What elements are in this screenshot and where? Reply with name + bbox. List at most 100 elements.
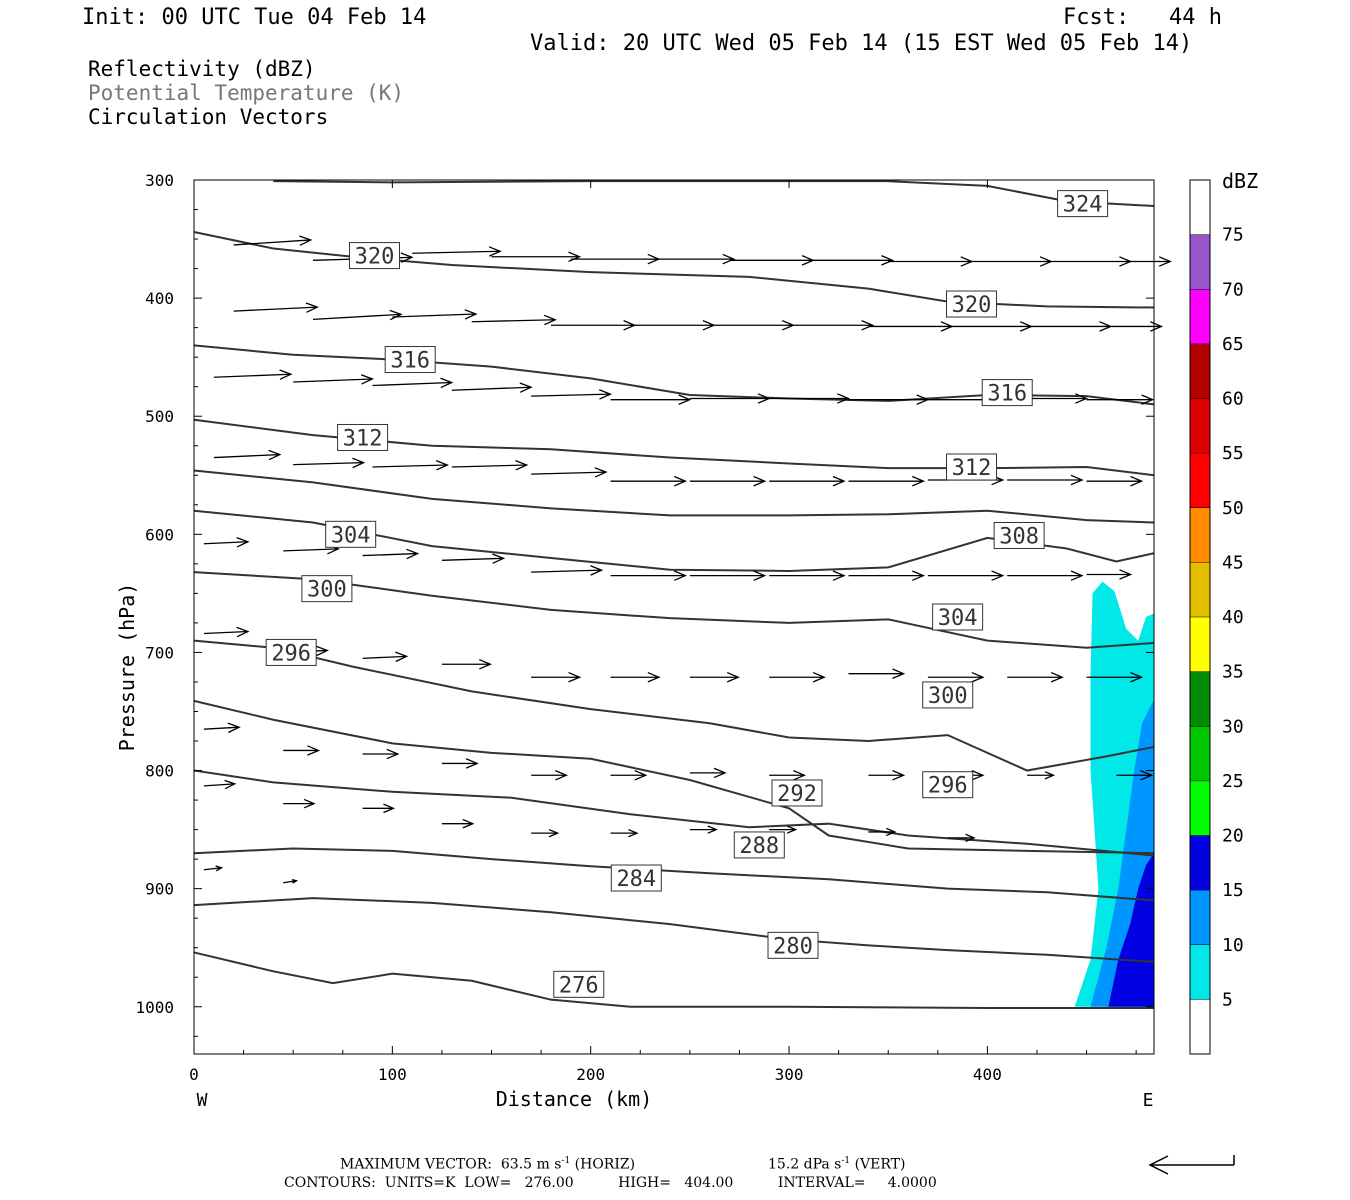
- theta-contour-296: [193, 639, 1155, 772]
- contour-label-box-296: [922, 771, 974, 799]
- colorbar-swatch: [1190, 780, 1210, 836]
- vector-arrow: [451, 382, 533, 393]
- vector-arrow: [689, 393, 771, 404]
- vector-arrow: [868, 769, 906, 781]
- theta-contour-300: [193, 571, 1155, 649]
- colorbar-swatch: [1190, 343, 1210, 399]
- contour-label-284: 284: [616, 867, 656, 892]
- contour-label-308: 308: [999, 525, 1039, 550]
- colorbar-label: 75: [1222, 225, 1244, 246]
- vector-arrow: [531, 467, 608, 478]
- vector-head: [892, 668, 906, 679]
- vector-head: [400, 252, 414, 263]
- vector-head: [1140, 769, 1154, 781]
- theta-contour-312: [193, 469, 1155, 524]
- contour-label-276: 276: [559, 973, 599, 998]
- contour-label-312: 312: [952, 456, 992, 481]
- contour-label-324: 324: [1063, 193, 1103, 218]
- theta-contour-280: [193, 897, 1155, 963]
- vector-arrow: [441, 658, 493, 670]
- vector-arrow: [392, 309, 478, 320]
- vector-head: [386, 748, 400, 760]
- vector-shaft: [233, 306, 318, 312]
- vector-arrow: [1116, 769, 1154, 781]
- contour-label-box-312: [946, 453, 998, 481]
- vector-arrow: [610, 475, 687, 487]
- vector-head: [707, 825, 718, 834]
- vector-head: [435, 460, 449, 471]
- vector-arrow: [372, 460, 449, 471]
- y-tick-label: 300: [145, 171, 174, 190]
- colorbar-swatch: [1190, 453, 1210, 508]
- vector-arrow: [808, 255, 895, 266]
- contour-label-box-292: [771, 779, 823, 807]
- colorbar-swatch: [1190, 999, 1210, 1054]
- vector-head: [793, 769, 807, 781]
- vector-arrow: [213, 449, 282, 461]
- y-axis-title: Pressure (hPa): [115, 583, 139, 752]
- vector-arrow: [848, 475, 926, 487]
- vector-arrow: [610, 828, 639, 838]
- vector-head: [912, 475, 926, 487]
- contour-label-box-324: [1057, 190, 1109, 218]
- vector-head: [1119, 569, 1133, 580]
- reflectivity-15dbz: [1108, 853, 1154, 1007]
- vector-arrow: [1086, 394, 1155, 405]
- vector-head: [268, 449, 282, 461]
- colorbar-label: 70: [1222, 279, 1244, 300]
- vector-head: [786, 825, 798, 834]
- vector-arrow: [362, 548, 420, 560]
- vector-head: [291, 878, 299, 884]
- colorbar-label: 55: [1222, 443, 1244, 464]
- vector-head: [568, 671, 582, 683]
- vector-arrow: [293, 374, 375, 385]
- vector-arrow: [233, 235, 313, 246]
- vector-arrow: [531, 565, 604, 576]
- colorbar-label: 35: [1222, 662, 1244, 683]
- vector-arrow: [283, 798, 316, 809]
- vector-head: [555, 769, 569, 781]
- field-reflectivity: Reflectivity (dBZ): [88, 57, 316, 81]
- max-vector-text: MAXIMUM VECTOR: 63.5 m s-1 (HORIZ): [340, 1156, 636, 1173]
- vector-head: [726, 671, 740, 683]
- contour-label-box-304: [932, 603, 984, 631]
- contour-label-300: 300: [928, 684, 968, 709]
- vector-head: [634, 769, 648, 781]
- vector-head: [352, 457, 366, 469]
- colorbar-label: 50: [1222, 498, 1244, 519]
- y-tick-label: 700: [145, 643, 174, 662]
- vector-head: [886, 827, 897, 837]
- contour-label-box-316: [981, 379, 1033, 407]
- contour-label-box-312: [337, 423, 389, 451]
- vector-arrow: [967, 256, 1053, 267]
- vector-head: [215, 865, 224, 872]
- vector-shaft: [471, 319, 556, 323]
- vector-head: [647, 671, 661, 683]
- colorbar-label: 20: [1222, 826, 1244, 847]
- vector-head: [590, 565, 604, 576]
- vector-head: [1070, 570, 1084, 581]
- contour-label-300: 300: [307, 578, 347, 603]
- vector-arrow: [203, 626, 250, 638]
- colorbar-label: 45: [1222, 552, 1244, 573]
- vector-shaft: [203, 726, 240, 730]
- vector-arrow: [769, 570, 846, 581]
- vector-head: [1141, 394, 1155, 405]
- vector-head: [515, 460, 529, 471]
- vector-head: [395, 651, 409, 663]
- contour-label-box-316: [384, 346, 436, 374]
- vector-arrow: [610, 769, 648, 781]
- vector-arrow: [848, 394, 930, 405]
- vector-head: [492, 553, 506, 564]
- vector-shaft: [412, 250, 501, 254]
- vector-arrow: [769, 671, 826, 683]
- vector-head: [991, 570, 1005, 581]
- vector-head: [1075, 393, 1089, 404]
- colorbar-swatch: [1190, 944, 1210, 1000]
- vector-arrow: [729, 255, 815, 266]
- colorbar-swatch: [1190, 180, 1210, 235]
- contour-info: CONTOURS: UNITS=K LOW= 276.00 HIGH= 404.…: [284, 1175, 937, 1191]
- contour-label-box-288: [733, 831, 785, 859]
- vector-head: [519, 382, 533, 393]
